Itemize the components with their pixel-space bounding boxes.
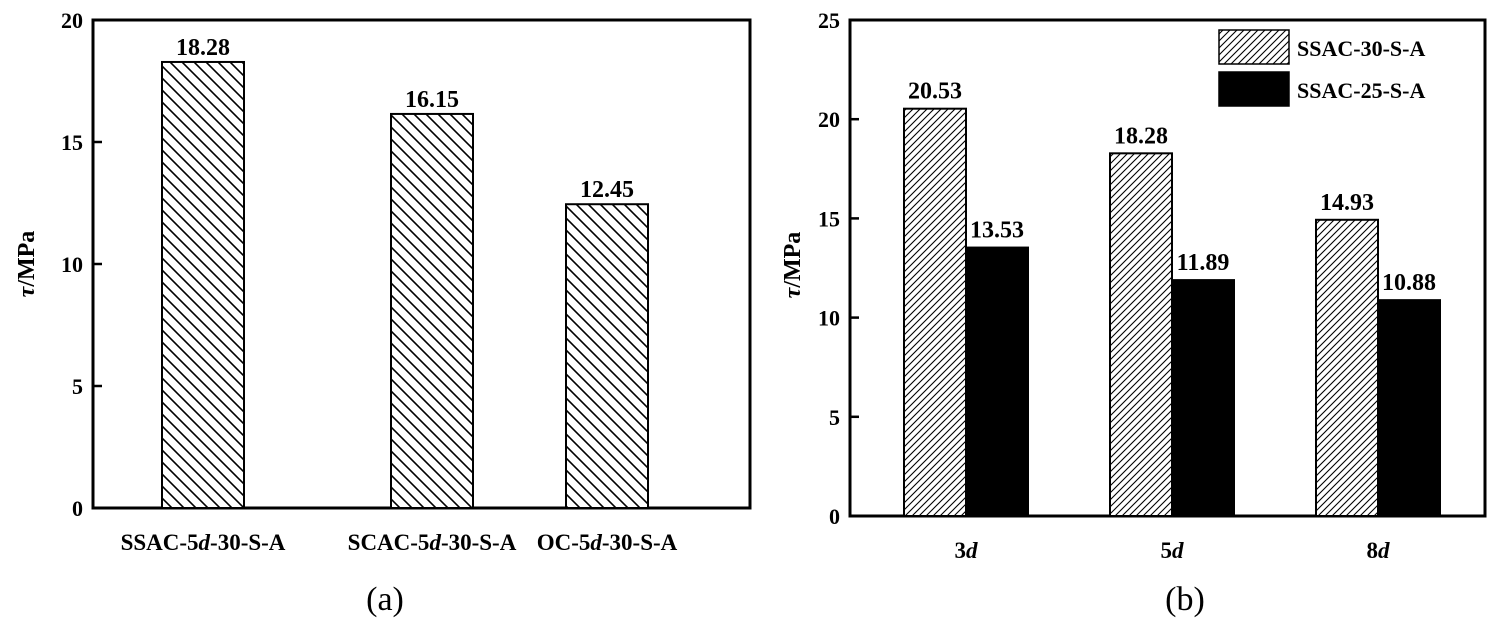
data-label: 11.89: [1177, 250, 1230, 276]
data-label: 14.93: [1320, 190, 1374, 216]
data-label: 10.88: [1382, 270, 1436, 296]
y-tick-label: 25: [818, 8, 840, 33]
bar: [390, 112, 474, 509]
bar: [1315, 218, 1379, 518]
y-tick-label: 0: [72, 496, 83, 521]
x-category-label: 3d: [955, 538, 979, 563]
y-tick-label: 5: [829, 405, 840, 430]
x-category-label: 5d: [1161, 538, 1185, 563]
legend: SSAC-30-S-A SSAC-25-S-A: [1218, 29, 1425, 107]
data-label: 13.53: [970, 218, 1024, 244]
bar: [161, 60, 245, 510]
data-label: 18.28: [176, 35, 230, 61]
y-tick-label: 15: [818, 206, 840, 231]
bar: [565, 203, 649, 509]
panel-label: (a): [366, 581, 404, 618]
chart-panel-b: 0 5 10 15 20 25 20.53 18.28 14.93 13.53 11.89 10.88…: [780, 8, 1487, 618]
data-label: 20.53: [908, 79, 962, 105]
bar: [1377, 299, 1441, 518]
legend-swatch: [1218, 29, 1290, 65]
legend-label: SSAC-30-S-A: [1297, 36, 1425, 61]
x-category-label: SSAC-5d-30-S-A: [121, 530, 286, 555]
x-category-label: 8d: [1367, 538, 1391, 563]
bar: [1109, 152, 1173, 517]
y-tick-label: 0: [829, 504, 840, 529]
y-tick-label: 20: [818, 107, 840, 132]
legend-swatch: [1218, 71, 1290, 107]
y-tick-label: 10: [61, 252, 83, 277]
y-tick-label: 20: [61, 8, 83, 33]
x-category-label: SCAC-5d-30-S-A: [348, 530, 517, 555]
bar: [1171, 279, 1235, 517]
y-tick-label: 5: [72, 374, 83, 399]
y-tick-label: 15: [61, 130, 83, 155]
data-label: 18.28: [1114, 123, 1168, 149]
data-label: 16.15: [405, 87, 459, 113]
data-label: 12.45: [580, 177, 634, 203]
legend-label: SSAC-25-S-A: [1297, 78, 1425, 103]
bar: [903, 107, 967, 517]
y-axis-title: τ/MPa: [780, 232, 806, 299]
panel-label: (b): [1165, 581, 1205, 618]
bar: [965, 246, 1029, 518]
chart-panel-a: 0 5 10 15 20 18.28 SSAC-5d-30-S-A 16.15 SCAC-5d-…: [14, 8, 752, 618]
x-category-label: OC-5d-30-S-A: [537, 530, 678, 555]
y-tick-label: 10: [818, 306, 840, 331]
y-axis-title: τ/MPa: [14, 231, 40, 298]
